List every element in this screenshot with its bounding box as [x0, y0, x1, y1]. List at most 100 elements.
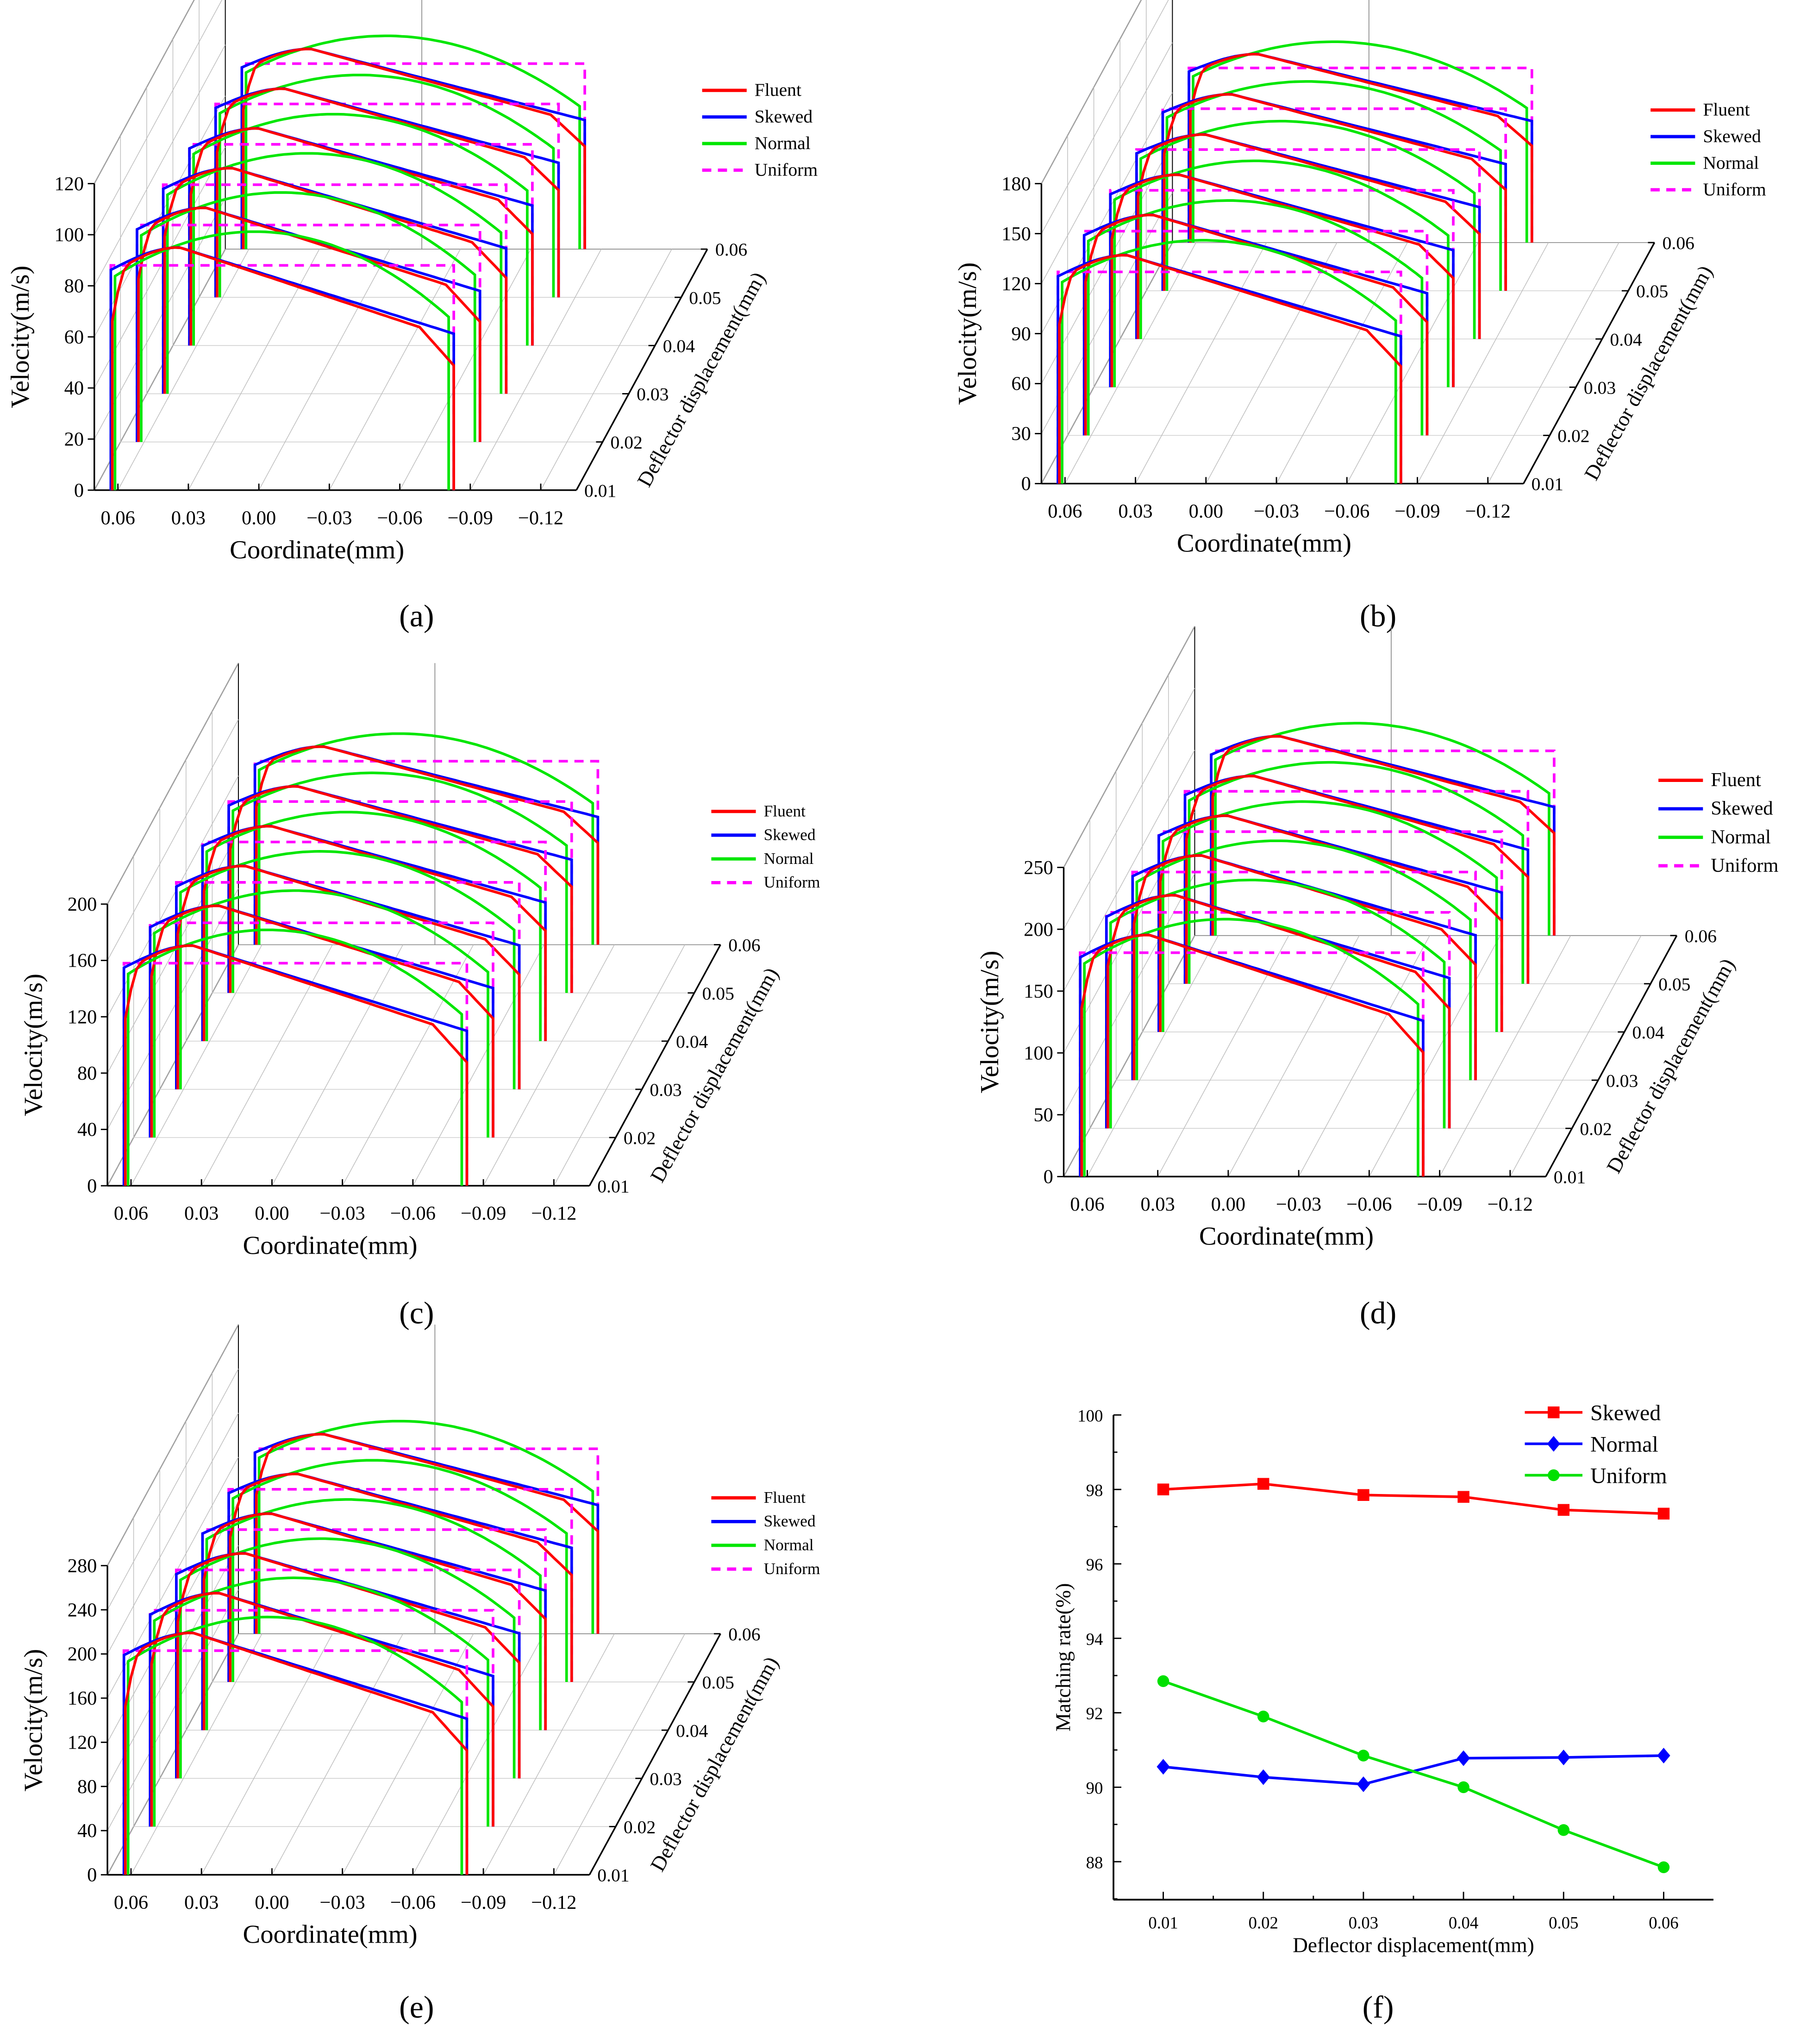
- x-axis-title: Coordinate(mm): [243, 1920, 417, 1949]
- gridline: [107, 663, 239, 905]
- legend-label: Normal: [764, 849, 814, 868]
- data-point: [1557, 1824, 1569, 1836]
- gridline: [1206, 242, 1338, 484]
- y-tick-label: 30: [1011, 423, 1031, 445]
- z-tick-label: 0.05: [689, 288, 721, 308]
- x-tick-label: 0.00: [255, 1892, 289, 1913]
- data-point: [1257, 1769, 1270, 1785]
- y-tick-label: 20: [64, 429, 84, 450]
- z-tick-label: 0.03: [637, 384, 669, 405]
- x-tick-label: −0.12: [531, 1203, 576, 1225]
- gridline: [1298, 935, 1430, 1177]
- gridline: [118, 249, 250, 491]
- series-line: [1163, 1482, 1664, 1515]
- y-tick-label: 92: [1086, 1704, 1103, 1723]
- slice-0.01: [109, 230, 455, 490]
- legend: Fluent Skewed Normal Uniform: [711, 801, 820, 891]
- series-skewed: [1157, 1478, 1670, 1520]
- y-tick-label: 90: [1086, 1779, 1103, 1798]
- x-axis-title: Coordinate(mm): [243, 1231, 417, 1260]
- legend-label: Fluent: [764, 1488, 806, 1506]
- grid-walls: [107, 663, 721, 1186]
- z-tick-label: 0.04: [676, 1720, 708, 1741]
- slice-0.06: [253, 1419, 600, 1634]
- curve-uniform: [1131, 870, 1477, 1081]
- x-tick-label: −0.06: [390, 1203, 436, 1225]
- data-point: [1157, 1483, 1169, 1495]
- gridline: [413, 944, 544, 1186]
- series-normal: [1157, 1748, 1670, 1792]
- slice-0.05: [1183, 761, 1530, 984]
- z-tick-label: 0.06: [715, 239, 747, 260]
- slice-0.05: [214, 74, 560, 298]
- data-point: [1657, 1507, 1670, 1520]
- data-point: [1357, 1750, 1369, 1762]
- gridline: [131, 944, 263, 1186]
- x-tick-label: −0.03: [1276, 1194, 1321, 1215]
- z-tick-label: 0.02: [624, 1128, 656, 1148]
- gridline: [483, 944, 615, 1186]
- gridline: [1041, 0, 1142, 184]
- gridline: [1064, 242, 1196, 484]
- data-point: [1257, 1710, 1269, 1723]
- gridline: [329, 249, 461, 491]
- slice-0.06: [240, 34, 586, 250]
- curve-fluent: [255, 1432, 600, 1634]
- slice-0.04: [1135, 119, 1481, 339]
- gridline: [1063, 750, 1195, 992]
- gridline: [1417, 242, 1549, 484]
- curve-fluent: [229, 1472, 573, 1682]
- y-tick-label: 100: [54, 224, 84, 246]
- gridline: [1488, 242, 1619, 484]
- legend-label: Normal: [1703, 152, 1759, 173]
- legend: Fluent Skewed Normal Uniform: [1658, 769, 1778, 876]
- legend-label: Uniform: [1711, 855, 1778, 876]
- gridline: [107, 1456, 239, 1699]
- curve-uniform: [214, 102, 560, 298]
- x-tick-label: 0.00: [1211, 1194, 1245, 1215]
- y-tick-label: 200: [68, 894, 97, 915]
- x-tick-label: 0.03: [1118, 500, 1152, 522]
- curve-fluent: [255, 745, 600, 945]
- gridline: [107, 1324, 239, 1566]
- curve-uniform: [1161, 107, 1507, 291]
- curve-uniform: [175, 1569, 521, 1779]
- y-tick-label: 150: [1024, 981, 1053, 1002]
- data-point: [1557, 1750, 1570, 1766]
- gridline: [399, 249, 531, 491]
- gridline: [342, 944, 474, 1186]
- curve-fluent: [1107, 894, 1451, 1129]
- curve-fluent: [216, 87, 560, 298]
- x-tick-label: 0.03: [184, 1892, 219, 1913]
- gridline: [1087, 935, 1219, 1177]
- y-tick-label: 160: [68, 1688, 97, 1709]
- y-tick-label: 180: [1001, 173, 1031, 195]
- curve-uniform: [1210, 749, 1556, 936]
- legend-label: Normal: [764, 1535, 814, 1554]
- curve-uniform: [149, 921, 494, 1138]
- curve-uniform: [1188, 66, 1533, 243]
- legend-label: Fluent: [1711, 769, 1761, 791]
- x-axis-title: Deflector displacement(mm): [1293, 1933, 1534, 1956]
- y-axis-title: Velocity(m/s): [19, 1649, 48, 1792]
- gridline: [1157, 935, 1289, 1177]
- gridline: [271, 944, 403, 1186]
- gridline: [1439, 935, 1571, 1177]
- legend-label: Uniform: [764, 873, 820, 891]
- curve-uniform: [109, 264, 455, 490]
- y-tick-label: 98: [1086, 1481, 1103, 1500]
- x-axis-title: Coordinate(mm): [1177, 529, 1351, 558]
- gridline: [1041, 42, 1173, 284]
- curve-uniform: [1183, 790, 1530, 984]
- x-tick-label: −0.03: [320, 1892, 365, 1913]
- y-tick-label: 80: [77, 1063, 97, 1084]
- x-tick-label: −0.09: [461, 1892, 506, 1913]
- curve-uniform: [201, 1528, 547, 1731]
- z-tick-label: 0.03: [1584, 377, 1616, 398]
- gridline: [1369, 935, 1500, 1177]
- x-tick-label: −0.12: [531, 1892, 576, 1913]
- y-tick-label: 250: [1024, 857, 1053, 879]
- curve-fluent: [1211, 735, 1556, 936]
- z-tick-label: 0.06: [1685, 926, 1717, 946]
- legend-item-skewed: Skewed: [1525, 1401, 1661, 1425]
